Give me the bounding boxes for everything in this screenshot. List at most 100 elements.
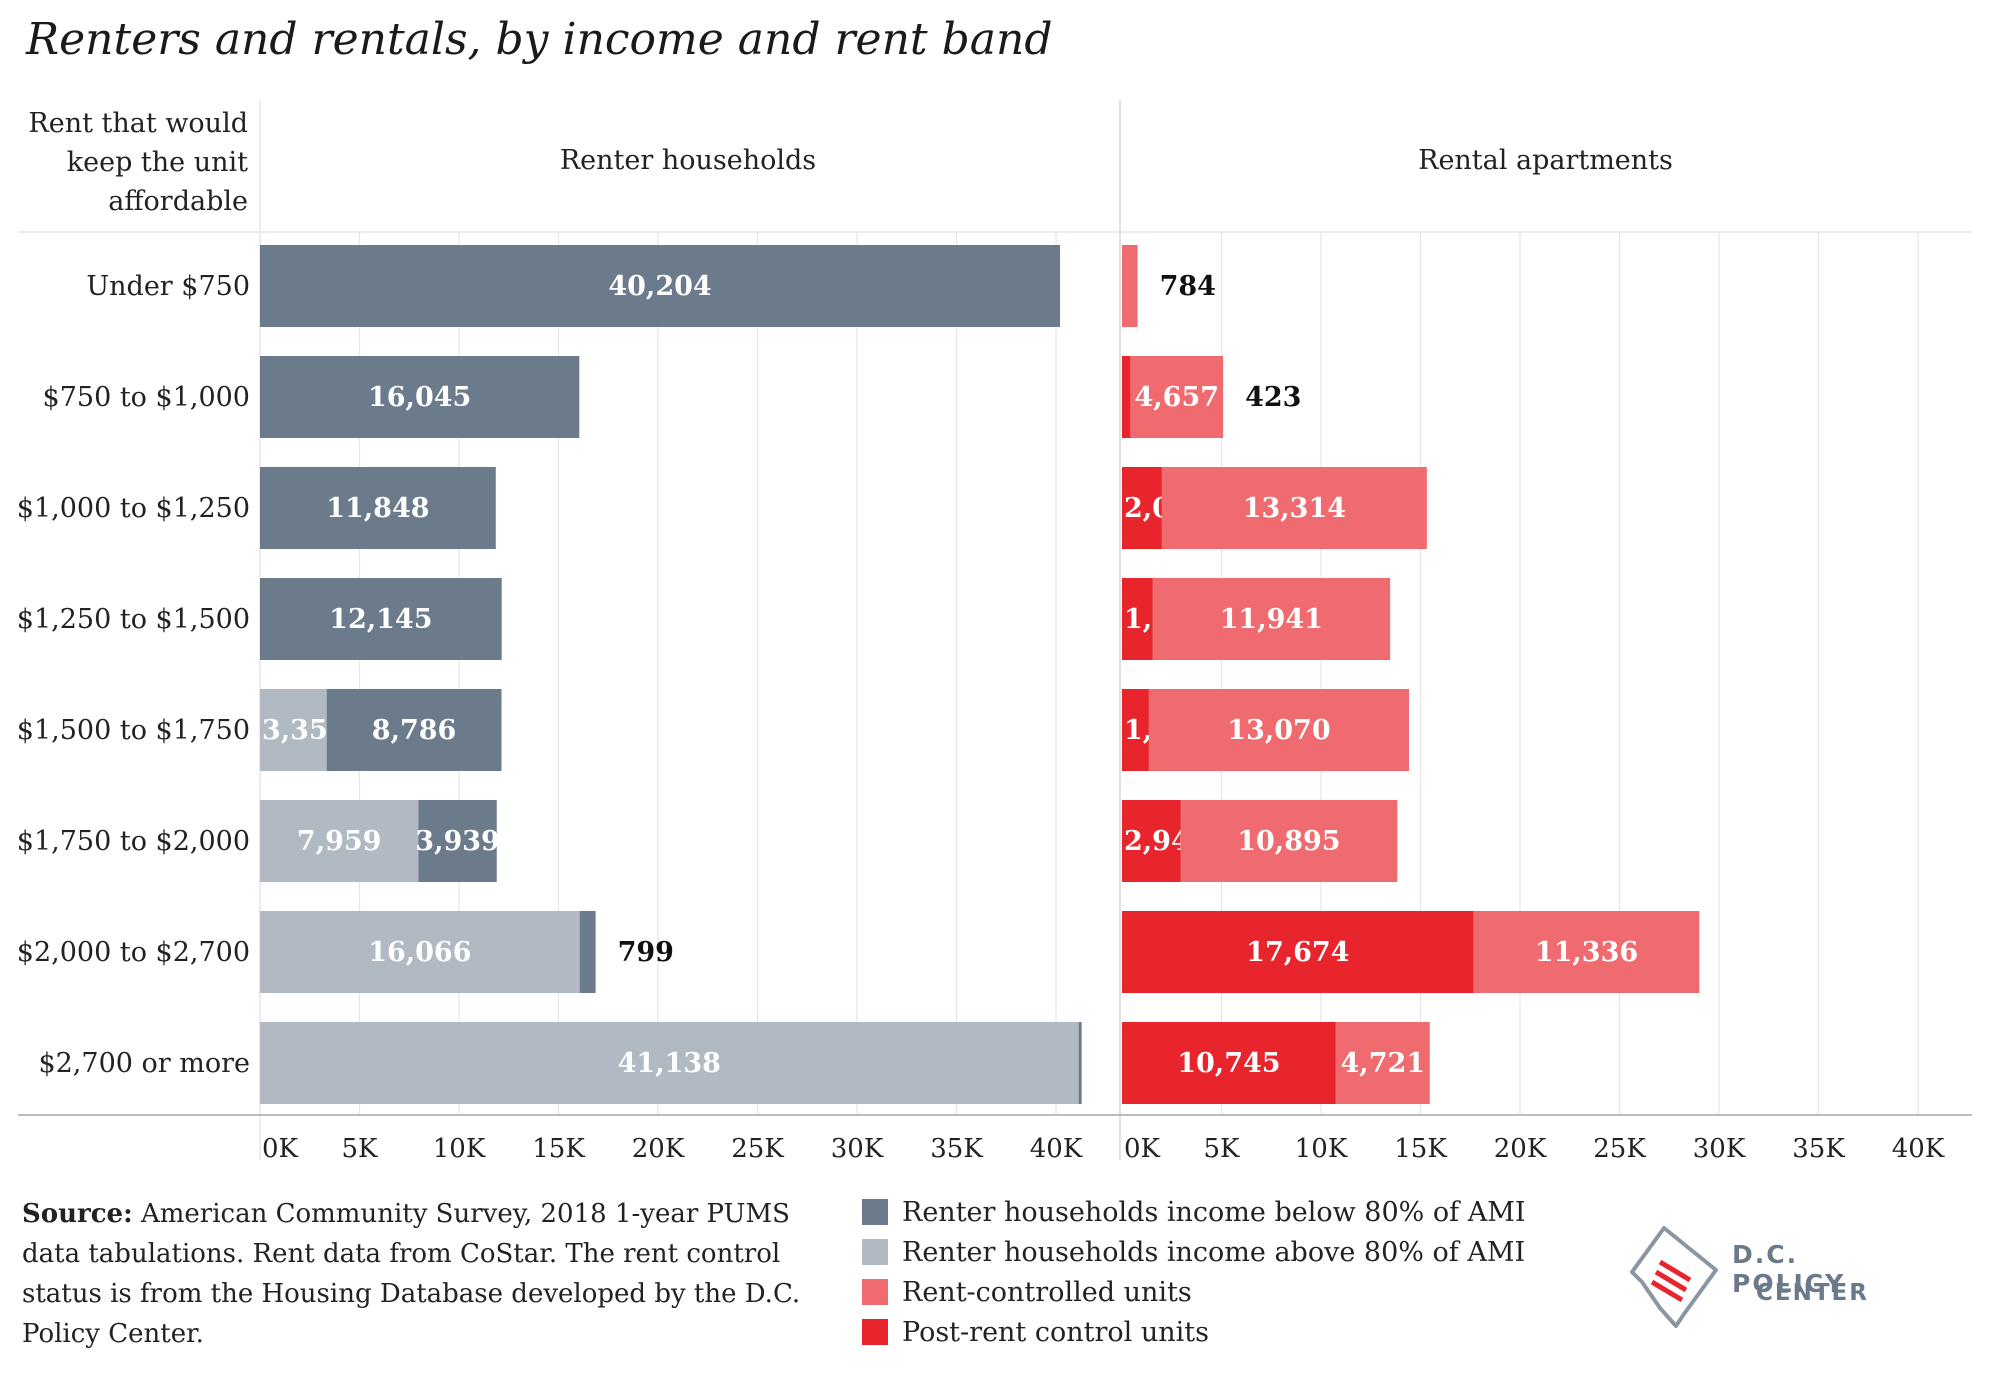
bar-segment (1078, 1022, 1082, 1104)
legend-label: Renter households income below 80% of AM… (902, 1196, 1526, 1228)
bar-value-label: 16,066 (368, 937, 471, 968)
legend: Renter households income below 80% of AM… (862, 1192, 1526, 1352)
bar-value-label: 12,145 (329, 604, 432, 635)
bar-chart: 0K 5K 10K 15K 20K 25K 30K 35K 40K 40,204 Under $75… (17, 100, 1972, 1164)
x-tick-label: 25K (731, 1134, 784, 1164)
bar-value-label: 11,336 (1535, 937, 1638, 968)
bar-segment (1122, 689, 1149, 771)
legend-item-post-rent-control: Post-rent control units (862, 1312, 1526, 1352)
x-tick-label: 20K (1494, 1134, 1547, 1164)
logo-line1: D.C. POLICY (1732, 1240, 1846, 1298)
bar-value-label: 13,070 (1227, 715, 1330, 746)
bar-value-label: 423 (1245, 382, 1301, 413)
category-label: $1,000 to $1,250 (17, 493, 250, 524)
bar-segment (260, 356, 580, 438)
legend-label: Renter households income above 80% of AM… (902, 1236, 1526, 1268)
bar-value-label: 3,939 (415, 826, 500, 857)
legend-swatch (862, 1199, 888, 1225)
legend-item-rent-controlled: Rent-controlled units (862, 1272, 1526, 1312)
x-tick-label: 40K (1030, 1134, 1083, 1164)
source-note: Source: American Community Survey, 2018 … (22, 1194, 822, 1354)
bar-segment (579, 911, 596, 993)
x-tick-label: 10K (1295, 1134, 1348, 1164)
bar-value-label: 4,721 (1341, 1048, 1426, 1079)
x-tick-label: 20K (632, 1134, 685, 1164)
bar-segment (326, 689, 502, 771)
row-header-line: affordable (108, 186, 248, 217)
bar-segment (260, 578, 502, 660)
legend-label: Rent-controlled units (902, 1276, 1192, 1308)
category-label: $1,500 to $1,750 (17, 715, 250, 746)
x-tick-label: 15K (1394, 1134, 1447, 1164)
bar-segment (418, 800, 497, 882)
legend-label: Post-rent control units (902, 1316, 1209, 1348)
x-tick-label: 35K (930, 1134, 983, 1164)
category-label: $1,250 to $1,500 (17, 604, 250, 635)
bar-value-label: 40,204 (608, 271, 711, 302)
legend-item-above-80: Renter households income above 80% of AM… (862, 1232, 1526, 1272)
legend-swatch (862, 1239, 888, 1265)
bar-segment (1148, 689, 1410, 771)
capitol-map-icon (1630, 1226, 1718, 1328)
category-label: $1,750 to $2,000 (17, 826, 250, 857)
bar-segment (1335, 1022, 1430, 1104)
bar-value-label: 11,941 (1220, 604, 1323, 635)
x-tick-label: 10K (433, 1134, 486, 1164)
bar-segment (1122, 467, 1162, 549)
legend-swatch (862, 1319, 888, 1345)
bar-value-label: 41,138 (618, 1048, 721, 1079)
x-tick-label: 5K (1204, 1134, 1241, 1164)
bar-value-label: 4,657 (1134, 382, 1219, 413)
dc-policy-center-logo: D.C. POLICY CENTER (1620, 1222, 1920, 1332)
panel-title-rental-apartments: Rental apartments (1418, 145, 1673, 176)
bar-value-label: 10,895 (1237, 826, 1340, 857)
bar-segment (1122, 245, 1138, 327)
bar-segment (1122, 911, 1474, 993)
x-tick-label: 30K (831, 1134, 884, 1164)
bar-segment (260, 245, 1061, 327)
bar-segment (1473, 911, 1700, 993)
legend-item-below-80: Renter households income below 80% of AM… (862, 1192, 1526, 1232)
x-tick-label: 0K (262, 1134, 299, 1164)
bar-segment (1122, 578, 1153, 660)
row-header-line: Rent that would (28, 108, 248, 139)
bar-value-label: 13,314 (1243, 493, 1346, 524)
bar-segment (1130, 356, 1224, 438)
bar-segment (1152, 578, 1391, 660)
bar-segment (260, 467, 496, 549)
bar-value-label: 799 (618, 937, 674, 968)
bar-segment (1180, 800, 1398, 882)
x-tick-label: 35K (1792, 1134, 1845, 1164)
x-tick-label: 40K (1892, 1134, 1945, 1164)
x-tick-label: 5K (342, 1134, 379, 1164)
category-label: $2,000 to $2,700 (17, 937, 250, 968)
panel-title-renter-households: Renter households (559, 145, 817, 176)
bar-segment (260, 1022, 1079, 1104)
category-label: Under $750 (86, 271, 250, 302)
bar-segment (260, 689, 327, 771)
legend-swatch (862, 1279, 888, 1305)
x-tick-label: 30K (1693, 1134, 1746, 1164)
bar-value-label: 8,786 (372, 715, 457, 746)
row-header-line: keep the unit (66, 147, 248, 178)
bar-value-label: 17,674 (1246, 937, 1349, 968)
source-label: Source: (22, 1199, 133, 1229)
bar-value-label: 784 (1160, 271, 1216, 302)
bar-value-label: 16,045 (368, 382, 471, 413)
x-tick-label: 25K (1593, 1134, 1646, 1164)
row-header: Rent that would keep the unit affordable (10, 104, 248, 221)
category-label: $750 to $1,000 (43, 382, 250, 413)
chart-title: Renters and rentals, by income and rent … (26, 14, 1053, 65)
bar-value-label: 11,848 (326, 493, 429, 524)
x-tick-label: 15K (532, 1134, 585, 1164)
source-text: American Community Survey, 2018 1-year P… (22, 1199, 801, 1349)
logo-line2: CENTER (1756, 1280, 1869, 1306)
bar-segment (1122, 800, 1181, 882)
bar-segment (260, 911, 580, 993)
bar-segment (260, 800, 419, 882)
bar-segment (1161, 467, 1427, 549)
bar-segment (1122, 1022, 1336, 1104)
bar-segment (1122, 356, 1131, 438)
x-tick-label: 0K (1124, 1134, 1161, 1164)
category-label: $2,700 or more (38, 1048, 250, 1079)
